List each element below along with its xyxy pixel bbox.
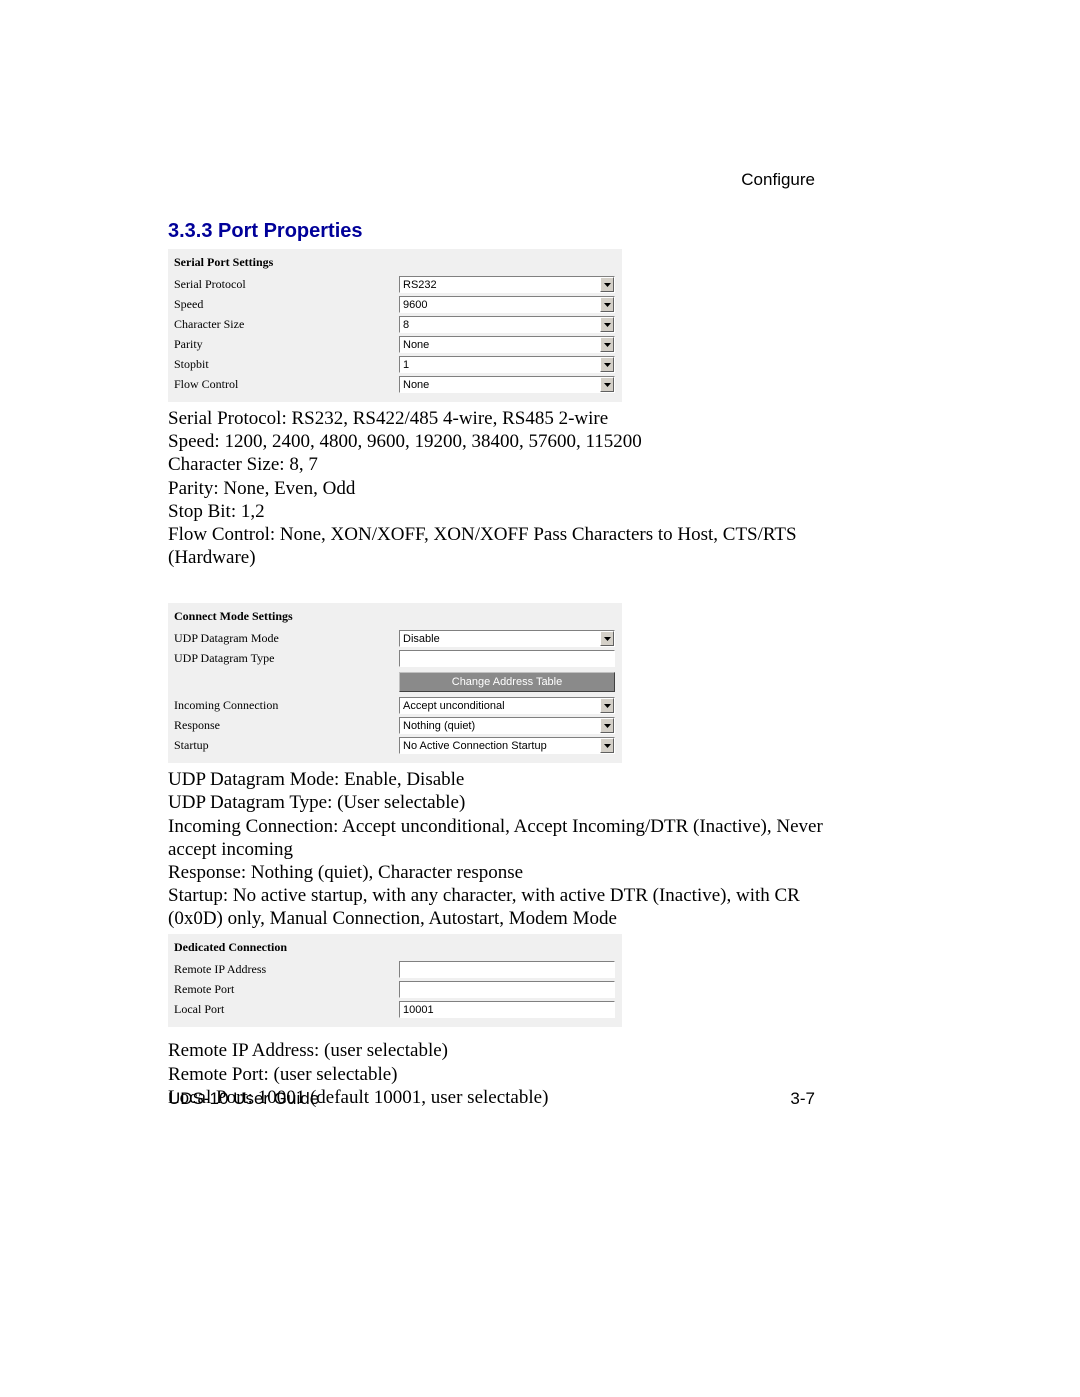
desc-line: Response: Nothing (quiet), Character res… bbox=[168, 861, 848, 884]
row-character-size: Character Size 8 bbox=[174, 316, 616, 333]
label-udp-mode: UDP Datagram Mode bbox=[174, 631, 399, 646]
chevron-down-icon bbox=[600, 317, 614, 332]
label-startup: Startup bbox=[174, 738, 399, 753]
connect-description: UDP Datagram Mode: Enable, Disable UDP D… bbox=[168, 768, 848, 930]
page-header-right: Configure bbox=[741, 170, 815, 190]
label-serial-protocol: Serial Protocol bbox=[174, 277, 399, 292]
label-parity: Parity bbox=[174, 337, 399, 352]
serial-port-settings-panel: Serial Port Settings Serial Protocol RS2… bbox=[168, 249, 622, 402]
chevron-down-icon bbox=[600, 337, 614, 352]
label-local-port: Local Port bbox=[174, 1002, 399, 1017]
chevron-down-icon bbox=[600, 277, 614, 292]
select-value: RS232 bbox=[399, 276, 615, 293]
footer-left: UDS-10 User Guide bbox=[168, 1089, 319, 1109]
row-remote-ip: Remote IP Address bbox=[174, 961, 616, 978]
row-startup: Startup No Active Connection Startup bbox=[174, 737, 616, 754]
select-value: Disable bbox=[399, 630, 615, 647]
desc-line: Speed: 1200, 2400, 4800, 9600, 19200, 38… bbox=[168, 430, 848, 453]
label-remote-port: Remote Port bbox=[174, 982, 399, 997]
select-value: 8 bbox=[399, 316, 615, 333]
desc-line: Serial Protocol: RS232, RS422/485 4-wire… bbox=[168, 407, 848, 430]
row-flow-control: Flow Control None bbox=[174, 376, 616, 393]
select-parity[interactable]: None bbox=[399, 336, 615, 353]
row-speed: Speed 9600 bbox=[174, 296, 616, 313]
dedicated-connection-panel: Dedicated Connection Remote IP Address R… bbox=[168, 934, 622, 1027]
select-value: Accept unconditional bbox=[399, 697, 615, 714]
desc-line: UDP Datagram Type: (User selectable) bbox=[168, 791, 848, 814]
label-incoming-connection: Incoming Connection bbox=[174, 698, 399, 713]
input-udp-type[interactable] bbox=[399, 650, 615, 667]
select-startup[interactable]: No Active Connection Startup bbox=[399, 737, 615, 754]
select-value: No Active Connection Startup bbox=[399, 737, 615, 754]
label-character-size: Character Size bbox=[174, 317, 399, 332]
select-value: None bbox=[399, 336, 615, 353]
label-response: Response bbox=[174, 718, 399, 733]
select-value: 9600 bbox=[399, 296, 615, 313]
desc-line: Character Size: 8, 7 bbox=[168, 453, 848, 476]
desc-line: Remote Port: (user selectable) bbox=[168, 1063, 848, 1086]
select-value: 1 bbox=[399, 356, 615, 373]
connect-panel-heading: Connect Mode Settings bbox=[174, 609, 616, 624]
chevron-down-icon bbox=[600, 718, 614, 733]
select-incoming-connection[interactable]: Accept unconditional bbox=[399, 697, 615, 714]
select-value: None bbox=[399, 376, 615, 393]
select-stopbit[interactable]: 1 bbox=[399, 356, 615, 373]
desc-line: Remote IP Address: (user selectable) bbox=[168, 1039, 848, 1062]
desc-line: Incoming Connection: Accept unconditiona… bbox=[168, 815, 848, 861]
chevron-down-icon bbox=[600, 631, 614, 646]
label-remote-ip: Remote IP Address bbox=[174, 962, 399, 977]
select-value: Nothing (quiet) bbox=[399, 717, 615, 734]
row-serial-protocol: Serial Protocol RS232 bbox=[174, 276, 616, 293]
label-udp-type: UDP Datagram Type bbox=[174, 651, 399, 666]
label-flow-control: Flow Control bbox=[174, 377, 399, 392]
select-response[interactable]: Nothing (quiet) bbox=[399, 717, 615, 734]
input-remote-ip[interactable] bbox=[399, 961, 615, 978]
select-udp-mode[interactable]: Disable bbox=[399, 630, 615, 647]
row-stopbit: Stopbit 1 bbox=[174, 356, 616, 373]
chevron-down-icon bbox=[600, 297, 614, 312]
select-character-size[interactable]: 8 bbox=[399, 316, 615, 333]
select-serial-protocol[interactable]: RS232 bbox=[399, 276, 615, 293]
select-flow-control[interactable]: None bbox=[399, 376, 615, 393]
section-title: 3.3.3 Port Properties bbox=[168, 220, 930, 243]
row-parity: Parity None bbox=[174, 336, 616, 353]
desc-line: Stop Bit: 1,2 bbox=[168, 500, 848, 523]
select-speed[interactable]: 9600 bbox=[399, 296, 615, 313]
chevron-down-icon bbox=[600, 738, 614, 753]
input-remote-port[interactable] bbox=[399, 981, 615, 998]
desc-line: Flow Control: None, XON/XOFF, XON/XOFF P… bbox=[168, 523, 848, 569]
change-address-table-button[interactable]: Change Address Table bbox=[399, 672, 615, 692]
row-incoming-connection: Incoming Connection Accept unconditional bbox=[174, 697, 616, 714]
dedicated-panel-heading: Dedicated Connection bbox=[174, 940, 616, 955]
row-udp-type: UDP Datagram Type bbox=[174, 650, 616, 667]
serial-panel-heading: Serial Port Settings bbox=[174, 255, 616, 270]
label-stopbit: Stopbit bbox=[174, 357, 399, 372]
chevron-down-icon bbox=[600, 357, 614, 372]
row-udp-mode: UDP Datagram Mode Disable bbox=[174, 630, 616, 647]
row-remote-port: Remote Port bbox=[174, 981, 616, 998]
connect-mode-settings-panel: Connect Mode Settings UDP Datagram Mode … bbox=[168, 603, 622, 763]
input-local-port[interactable]: 10001 bbox=[399, 1001, 615, 1018]
row-local-port: Local Port 10001 bbox=[174, 1001, 616, 1018]
serial-description: Serial Protocol: RS232, RS422/485 4-wire… bbox=[168, 407, 848, 569]
label-speed: Speed bbox=[174, 297, 399, 312]
footer-right: 3-7 bbox=[790, 1089, 815, 1109]
desc-line: UDP Datagram Mode: Enable, Disable bbox=[168, 768, 848, 791]
desc-line: Parity: None, Even, Odd bbox=[168, 477, 848, 500]
row-response: Response Nothing (quiet) bbox=[174, 717, 616, 734]
chevron-down-icon bbox=[600, 698, 614, 713]
chevron-down-icon bbox=[600, 377, 614, 392]
desc-line: Startup: No active startup, with any cha… bbox=[168, 884, 848, 930]
